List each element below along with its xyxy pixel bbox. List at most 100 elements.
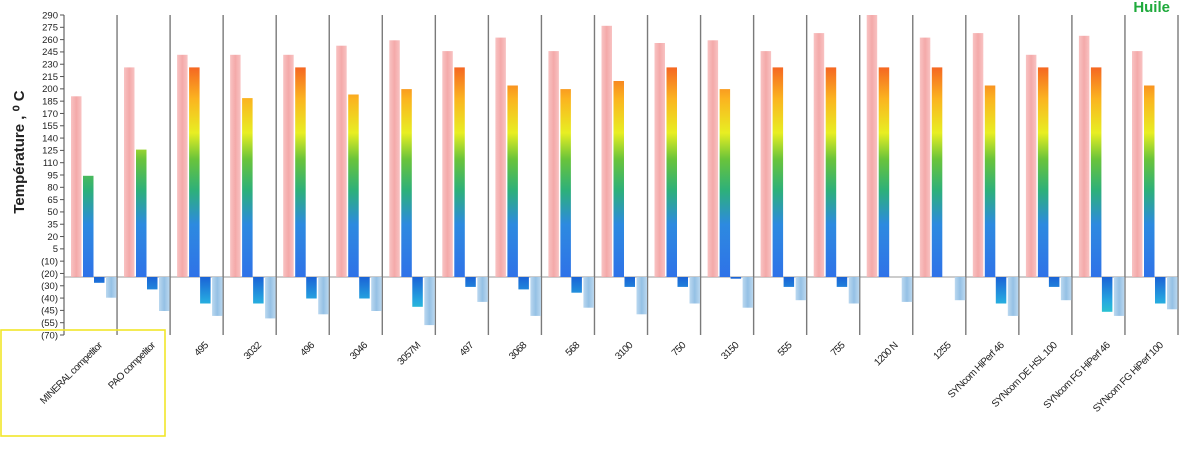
y-tick-label: (55) [41,318,58,329]
x-category-label: 1255 [932,340,955,363]
y-tick-label: 65 [47,195,58,206]
bar-series-4 [477,277,488,302]
y-tick-label: 125 [42,146,58,157]
bar-series-1 [389,40,400,277]
y-tick-label: 140 [42,133,58,144]
y-tick-label: 170 [42,109,58,120]
bar-series-1 [548,51,559,277]
x-category-label: MINERAL competitor [38,339,105,406]
bar-series-2 [931,67,943,278]
bar-series-2 [136,149,147,277]
bar-series-3 [253,277,264,304]
bar-series-4 [530,277,541,316]
x-category-label: 497 [458,340,477,359]
x-category-label: 495 [192,340,211,359]
y-tick-label: (10) [41,256,58,267]
bar-series-1 [919,37,931,277]
bar-series-4 [424,277,435,326]
bar-series-2 [1144,85,1155,277]
y-tick-label: 110 [43,158,58,169]
y-tick-label: 260 [42,35,58,46]
bar-series-2 [719,89,731,277]
y-tick-label: 80 [47,183,58,194]
bar-series-2 [507,85,518,277]
bars [71,15,1178,326]
bar-series-1 [1078,35,1090,277]
bar-series-2 [984,85,996,277]
y-tick-label: 230 [42,60,58,71]
y-tick-label: 290 [42,10,58,21]
bar-series-3 [465,277,476,287]
bar-series-3 [624,277,635,287]
bar-series-2 [83,175,94,277]
x-category-label: 3032 [242,340,265,363]
y-tick-label: (30) [41,281,58,292]
bar-series-3 [836,277,848,287]
bar-series-1 [442,51,453,277]
y-tick-label: 155 [42,121,58,132]
bar-series-2 [1090,67,1102,278]
bar-series-4 [848,277,860,304]
bar-series-3 [147,277,158,290]
bar-series-1 [177,54,188,277]
x-category-label: 3100 [613,340,636,363]
bar-series-3 [730,277,742,279]
grid-lines [63,15,1179,335]
bar-series-1 [283,54,294,277]
y-tick-label: 50 [47,207,58,218]
corner-label: Huile [1133,0,1170,16]
bar-series-1 [495,37,506,277]
bar-series-3 [995,277,1007,304]
bar-series-4 [795,277,807,301]
bar-series-3 [412,277,423,307]
bar-series-2 [825,67,837,278]
bar-series-3 [783,277,795,287]
bar-series-2 [401,89,412,277]
y-tick-label: (40) [41,293,58,304]
bar-series-4 [106,277,117,298]
bar-series-4 [1113,277,1125,316]
bar-series-4 [265,277,276,319]
bar-series-3 [677,277,688,287]
x-category-label: 555 [776,340,795,359]
x-category-label: 496 [299,340,318,359]
bar-series-4 [318,277,329,315]
bar-series-3 [94,277,105,283]
bar-series-3 [200,277,211,304]
bar-series-1 [336,45,347,278]
bar-series-4 [583,277,594,308]
y-tick-label: (20) [41,269,58,280]
bar-series-3 [1155,277,1166,304]
bar-series-2 [454,67,465,278]
y-tick-label: 5 [53,244,58,255]
highlight-box [0,329,166,437]
bar-series-4 [371,277,382,311]
bar-series-4 [742,277,754,308]
bar-series-2 [295,67,306,278]
bar-series-1 [230,54,241,277]
y-tick-label: 200 [42,84,58,95]
y-tick-label: (70) [41,330,58,341]
bar-series-1 [1025,54,1037,277]
x-category-label: PAO competitor [106,339,158,391]
x-category-label: 3150 [719,340,742,363]
y-tick-label: 185 [42,96,58,107]
bar-series-2 [242,98,253,277]
x-category-label: SYNcom HiPerf 46 [946,340,1007,401]
y-tick-label: 215 [42,72,58,83]
bar-series-2 [1037,67,1049,278]
x-category-label: 3068 [507,340,530,363]
bar-series-4 [954,277,966,301]
x-category-label: 3057M [396,340,423,367]
bar-series-4 [1060,277,1072,301]
bar-series-3 [359,277,370,299]
bar-series-4 [1007,277,1019,316]
bar-series-4 [901,277,913,302]
x-category-label: 750 [670,340,689,359]
bar-series-2 [348,94,359,277]
bar-series-2 [666,67,677,278]
bar-series-2 [560,89,571,277]
bar-series-4 [159,277,170,311]
